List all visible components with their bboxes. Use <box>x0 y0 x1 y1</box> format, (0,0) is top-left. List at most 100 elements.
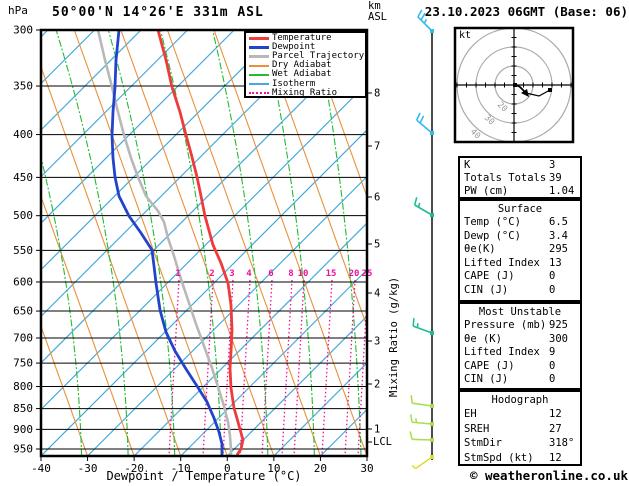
plot-border <box>39 28 369 458</box>
hodograph-ring-label: 30 <box>482 113 496 127</box>
temperature-axis: -40 -30 -20 -10 0 10 20 30 <box>31 456 374 475</box>
temperature-curve <box>156 30 245 456</box>
dry-adiabat-line <box>306 30 367 199</box>
isotherm-line <box>180 268 367 456</box>
stat-row-mu-lifted-index: Lifted Index 9 <box>464 346 556 359</box>
mixing-ratio-value-label: 15 <box>326 269 337 279</box>
pressure-axis: 300 350 400 450 500 550 600 650 700 750 800 850 900 9… <box>13 24 41 455</box>
isotherm-line <box>41 36 367 364</box>
wind-barb-column <box>409 9 434 470</box>
wind-barb <box>415 112 433 134</box>
mixing-ratio-line <box>239 279 251 456</box>
most-unstable-panel-title: Most Unstable <box>478 306 562 318</box>
mixing-ratio-line <box>321 279 333 456</box>
km-tick-label: 5 <box>374 239 380 251</box>
mixing-ratio-line-swatch <box>249 92 269 95</box>
mixing-ratio-value-label: 10 <box>298 269 309 279</box>
isotherm-line <box>41 30 235 224</box>
mixing-ratio-value-label: 3 <box>229 269 234 279</box>
hodograph-border <box>453 26 575 144</box>
pressure-tick-label: 300 <box>13 24 33 37</box>
wind-barb <box>417 9 433 32</box>
dry-adiabat-line <box>166 30 321 456</box>
stat-row-mu-cape: CAPE (J) 0 <box>464 359 556 372</box>
dry-adiabat-line <box>41 65 182 456</box>
km-tick-label: 7 <box>374 141 380 153</box>
dewpoint-line-swatch <box>249 46 269 50</box>
wet-adiabat-line <box>159 30 222 456</box>
most-unstable-panel: Most Unstable Pressure (mb) 925 θe (K) 300… <box>458 302 582 390</box>
mixing-ratio-line <box>168 279 180 456</box>
stat-row-stmspd: StmSpd (kt) 12 <box>464 451 562 464</box>
stat-row-surface-temp: Temp (°C) 6.5 <box>464 216 568 228</box>
pressure-tick-label: 550 <box>13 244 33 257</box>
altitude-unit-km: km <box>368 0 381 12</box>
mixing-ratio-value-label: 4 <box>246 269 252 279</box>
stat-row-mu-pressure: Pressure (mb) 925 <box>464 319 568 331</box>
wind-barb <box>409 414 433 425</box>
hodograph-panel-title: Hodograph <box>491 394 549 406</box>
stat-row-surface-thetae: θe(K) 295 <box>464 243 568 256</box>
pressure-tick-label: 400 <box>13 128 33 141</box>
isotherm-line <box>41 30 328 318</box>
temperature-tick-label: -10 <box>171 462 191 475</box>
pressure-tick-label: 750 <box>13 357 33 370</box>
temperature-line-swatch <box>249 37 269 41</box>
stat-row-mu-thetae: θe (K) 300 <box>464 332 568 345</box>
copyright: © weatheronline.co.uk <box>469 468 628 483</box>
hodograph-unit-label: kt <box>459 30 472 41</box>
parcel-trajectory-curve <box>96 30 233 455</box>
stat-row-mu-cin: CIN (J) 0 <box>464 373 556 386</box>
temperature-tick-label: 10 <box>267 462 280 475</box>
temperature-tick-label: -40 <box>31 462 51 475</box>
station-title: 50°00'N 14°26'E 331m ASL <box>52 5 264 20</box>
mixing-ratio-axis-label: Mixing Ratio (g/kg) <box>388 276 400 397</box>
mixing-ratio-value-label: 2 <box>209 269 214 279</box>
isotherm-line <box>41 129 367 456</box>
legend-item-mixing-ratio: Mixing Ratio <box>249 88 365 98</box>
legend-item-dewpoint: Dewpoint <box>249 43 365 52</box>
temperature-tick-label: 0 <box>224 462 231 475</box>
hodograph-trace-arrow <box>521 89 529 97</box>
isotherm-line <box>41 82 367 411</box>
stat-row-eh: EH 12 <box>464 408 562 421</box>
wind-barb <box>411 456 433 470</box>
wet-adiabat-line <box>107 30 176 456</box>
stat-row-surface-cin: CIN (J) 0 <box>464 283 556 296</box>
temperature-tick-label: 20 <box>314 462 327 475</box>
legend-item-wet-adiabat: Wet Adiabat <box>249 70 365 79</box>
mixing-ratio-line <box>281 279 293 456</box>
mixing-ratio-value-label: 20 <box>349 269 360 279</box>
dry-adiabat-line <box>120 30 275 456</box>
wet-adiabat-line <box>212 30 269 456</box>
isotherm-line <box>41 30 142 131</box>
legend-item-temperature: Temperature <box>249 34 365 43</box>
km-tick-label: 3 <box>374 336 380 348</box>
hodograph-ring-label: 40 <box>468 127 482 141</box>
legend-item-dry-adiabat: Dry Adiabat <box>249 61 365 70</box>
wind-barb <box>412 318 433 334</box>
pressure-tick-label: 700 <box>13 331 33 344</box>
km-tick-label: 4 <box>374 288 380 300</box>
mixing-ratio-line <box>202 279 214 456</box>
temperature-tick-label: -30 <box>78 462 98 475</box>
hodograph-stats-panel: Hodograph EH 12 SREH 27 StmDir 318° StmSpd … <box>458 390 582 466</box>
wind-barb <box>409 431 433 441</box>
mixing-ratio-line <box>293 279 305 456</box>
background-grid <box>41 30 367 456</box>
wet-adiabat-line <box>41 155 83 456</box>
altitude-axis: 8 7 6 5 4 3 2 1 <box>367 88 380 443</box>
stat-row-sreh: SREH 27 <box>464 422 562 435</box>
dewpoint-curve <box>110 30 224 455</box>
temperature-tick-label: 30 <box>360 462 373 475</box>
wet-adiabat-line-swatch <box>249 73 269 76</box>
pressure-tick-label: 950 <box>13 442 33 455</box>
pressure-tick-label: 850 <box>13 402 33 415</box>
stat-row-totals-totals: Totals Totals 39 <box>464 171 562 184</box>
altitude-axis-unit: km ASL <box>368 1 387 23</box>
temperature-tick-label: -20 <box>124 462 144 475</box>
dry-adiabat-line <box>41 195 135 456</box>
dry-adiabat-line <box>41 324 89 456</box>
